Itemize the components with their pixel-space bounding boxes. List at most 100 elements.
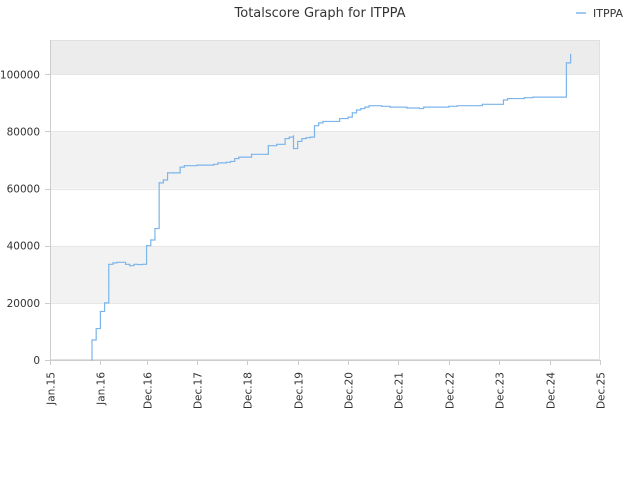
data-point <box>124 263 127 265</box>
legend-label-itppa: ITPPA <box>593 7 624 20</box>
x-tick-label: Dec.25 <box>596 372 608 409</box>
data-point <box>179 166 181 168</box>
data-point <box>166 172 169 174</box>
data-point <box>145 245 148 247</box>
data-point <box>99 310 101 313</box>
data-point <box>570 59 572 61</box>
y-tick-label: 40000 <box>7 241 40 253</box>
data-point <box>133 263 135 265</box>
x-tick-label: Dec.24 <box>546 372 558 409</box>
data-point <box>108 282 110 284</box>
data-point <box>284 137 286 140</box>
data-point <box>103 302 106 304</box>
series-line-itppa <box>91 54 572 360</box>
data-point <box>183 165 185 167</box>
data-point <box>276 143 278 145</box>
data-point <box>141 263 143 265</box>
data-point <box>297 140 299 143</box>
plot-band <box>50 245 600 303</box>
data-point <box>565 90 568 93</box>
y-tick-label: 80000 <box>7 126 40 138</box>
data-point <box>95 336 97 338</box>
data-point <box>477 105 479 107</box>
data-point <box>217 162 219 164</box>
x-tick-label: Dec.21 <box>394 372 406 409</box>
data-point <box>103 305 106 307</box>
data-point <box>435 106 437 108</box>
plot-band <box>50 40 600 75</box>
x-tick-label: Jan.15 <box>46 372 58 406</box>
data-point <box>322 120 324 123</box>
y-tick-label: 0 <box>33 355 40 367</box>
legend[interactable]: ITPPA <box>576 7 624 20</box>
data-point <box>368 105 370 107</box>
data-point <box>309 136 311 138</box>
data-point <box>158 182 160 184</box>
x-tick-label: Dec.22 <box>445 372 457 409</box>
y-tick-label: 100000 <box>0 69 40 81</box>
plot-background <box>50 40 600 360</box>
data-point <box>523 97 526 99</box>
data-point <box>372 105 374 107</box>
data-point <box>225 161 227 163</box>
data-point <box>549 96 551 98</box>
data-point <box>288 136 290 138</box>
y-tick-label: 20000 <box>7 298 40 310</box>
data-point <box>381 105 383 107</box>
data-point <box>196 164 198 166</box>
data-point <box>213 163 215 165</box>
data-point <box>326 120 328 123</box>
data-point <box>507 97 509 100</box>
y-tick-label: 60000 <box>7 184 40 196</box>
data-point <box>364 106 366 108</box>
data-point <box>561 96 563 98</box>
data-point <box>267 145 269 147</box>
data-point <box>116 261 118 263</box>
data-point <box>246 156 248 158</box>
plot-band <box>50 302 600 360</box>
data-point <box>456 105 458 107</box>
data-point <box>137 263 139 266</box>
data-point <box>532 96 534 98</box>
data-point <box>448 105 450 107</box>
data-point <box>565 62 568 64</box>
data-point <box>351 112 353 114</box>
data-point <box>406 107 408 109</box>
series-layer <box>91 53 572 361</box>
data-point <box>360 107 362 110</box>
data-point <box>343 117 345 120</box>
y-axis: 0 20000 40000 60000 80000 100000 <box>0 40 51 367</box>
data-point <box>162 179 164 181</box>
data-point <box>334 120 337 123</box>
data-point <box>171 172 173 174</box>
data-point <box>154 236 156 238</box>
x-axis: Jan.15 Jan.16 Dec.16 Dec.17 Dec.18 Dec.19 Dec.… <box>46 360 608 409</box>
data-point <box>305 137 307 139</box>
x-tick-label: Dec.20 <box>344 372 356 409</box>
data-point <box>229 160 232 163</box>
plot-band <box>50 74 600 132</box>
data-point <box>292 135 295 137</box>
data-point <box>112 262 114 264</box>
data-point <box>91 339 93 341</box>
data-point <box>423 106 425 108</box>
x-tick-label: Jan.16 <box>96 372 108 406</box>
data-point <box>154 227 156 230</box>
x-tick-label: Dec.23 <box>495 372 507 409</box>
data-point <box>355 109 358 111</box>
chart-title: Totalscore Graph for ITPPA <box>234 6 406 21</box>
data-point <box>570 53 572 55</box>
data-point <box>150 239 152 241</box>
data-point <box>565 73 568 75</box>
data-point <box>339 117 341 120</box>
data-point <box>502 103 505 105</box>
data-point <box>158 216 160 218</box>
x-tick-label: Dec.16 <box>143 372 155 409</box>
data-point <box>129 265 131 267</box>
plot-band <box>50 131 600 189</box>
data-point <box>318 122 320 124</box>
data-point <box>389 106 391 108</box>
data-point <box>108 263 110 265</box>
